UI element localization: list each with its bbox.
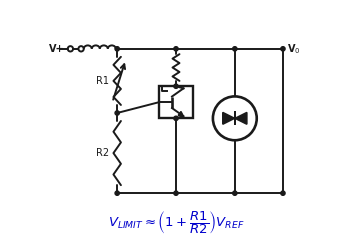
Text: $V_{LIMIT} \approx \left(1+\dfrac{R1}{R2}\right)V_{REF}$: $V_{LIMIT} \approx \left(1+\dfrac{R1}{R2… <box>108 209 244 236</box>
Circle shape <box>174 47 178 51</box>
Circle shape <box>281 191 285 195</box>
Circle shape <box>233 47 237 51</box>
Circle shape <box>115 111 119 115</box>
Circle shape <box>115 47 119 51</box>
Circle shape <box>115 191 119 195</box>
Text: V+: V+ <box>49 44 65 54</box>
Polygon shape <box>223 113 234 124</box>
Text: R1: R1 <box>96 76 109 86</box>
Circle shape <box>174 191 178 195</box>
Circle shape <box>174 84 178 88</box>
Polygon shape <box>178 112 183 116</box>
Text: V$_0$: V$_0$ <box>287 42 301 56</box>
Text: R2: R2 <box>96 148 109 158</box>
Circle shape <box>281 47 285 51</box>
Circle shape <box>233 191 237 195</box>
Bar <box>159 86 193 118</box>
Polygon shape <box>235 113 247 124</box>
Circle shape <box>174 116 178 121</box>
